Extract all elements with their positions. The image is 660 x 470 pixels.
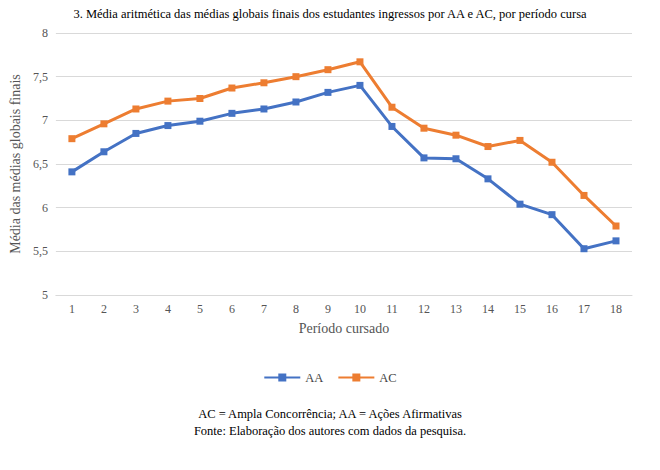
svg-text:3. Média aritmética das médias: 3. Média aritmética das médias globais f… — [73, 7, 587, 21]
svg-text:2: 2 — [101, 302, 107, 316]
svg-text:Fonte: Elaboração dos autores: Fonte: Elaboração dos autores com dados … — [194, 424, 466, 438]
svg-text:16: 16 — [546, 302, 558, 316]
svg-text:18: 18 — [610, 302, 622, 316]
svg-text:9: 9 — [325, 302, 331, 316]
svg-text:AC: AC — [379, 371, 396, 385]
svg-text:10: 10 — [354, 302, 366, 316]
svg-text:5: 5 — [197, 302, 203, 316]
svg-text:Média das médias globais finai: Média das médias globais finais — [8, 74, 23, 254]
svg-text:14: 14 — [482, 302, 494, 316]
svg-text:AC = Ampla Concorrência; AA =: AC = Ampla Concorrência; AA = Ações Afir… — [198, 407, 462, 421]
svg-text:17: 17 — [578, 302, 590, 316]
svg-text:13: 13 — [450, 302, 462, 316]
svg-text:1: 1 — [69, 302, 75, 316]
svg-text:8: 8 — [293, 302, 299, 316]
svg-text:3: 3 — [133, 302, 139, 316]
svg-text:6: 6 — [229, 302, 235, 316]
svg-text:5: 5 — [42, 288, 48, 302]
svg-text:5,5: 5,5 — [33, 244, 48, 258]
svg-text:7: 7 — [261, 302, 267, 316]
svg-text:Período cursado: Período cursado — [299, 321, 390, 336]
svg-text:AA: AA — [305, 371, 323, 385]
svg-text:7,5: 7,5 — [33, 70, 48, 84]
svg-text:7: 7 — [42, 113, 48, 127]
svg-text:6,5: 6,5 — [33, 157, 48, 171]
svg-text:6: 6 — [42, 201, 48, 215]
svg-text:12: 12 — [418, 302, 430, 316]
svg-text:8: 8 — [42, 26, 48, 40]
svg-text:11: 11 — [386, 302, 398, 316]
svg-text:4: 4 — [165, 302, 171, 316]
svg-text:15: 15 — [514, 302, 526, 316]
